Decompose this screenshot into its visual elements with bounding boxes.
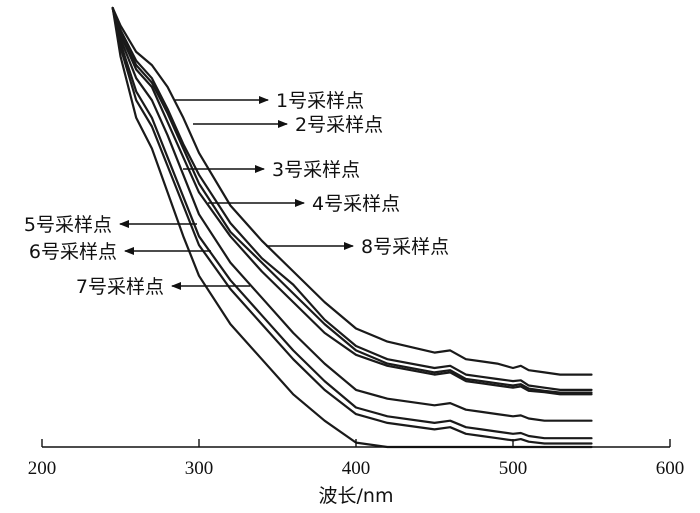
x-tick-label: 200: [28, 458, 57, 479]
annotation-label: 4号采样点: [312, 193, 400, 215]
annotation-label: 7号采样点: [76, 276, 164, 298]
annotation-label: 6号采样点: [29, 241, 117, 263]
annotation-label: 8号采样点: [361, 236, 449, 258]
spectrum-curve: [111, 6, 593, 445]
spectrum-curve: [111, 6, 593, 440]
x-tick-label: 400: [342, 458, 371, 479]
x-axis-label: 波长/nm: [319, 485, 394, 507]
x-axis: 200 300 400 500 600: [28, 439, 685, 479]
spectrum-curve: [111, 6, 593, 394]
annotation-label: 1号采样点: [276, 90, 364, 112]
spectrum-curve: [111, 6, 593, 422]
x-tick-label: 300: [185, 458, 214, 479]
spectrum-curves: [111, 6, 593, 449]
spectrum-curve: [111, 6, 593, 391]
annotation-label: 5号采样点: [24, 214, 112, 236]
annotation-label: 2号采样点: [295, 114, 383, 136]
spectrum-curve: [111, 6, 593, 376]
x-tick-label: 600: [656, 458, 685, 479]
x-tick-label: 500: [499, 458, 528, 479]
annotation-label: 3号采样点: [272, 159, 360, 181]
spectrum-curve: [111, 6, 593, 396]
